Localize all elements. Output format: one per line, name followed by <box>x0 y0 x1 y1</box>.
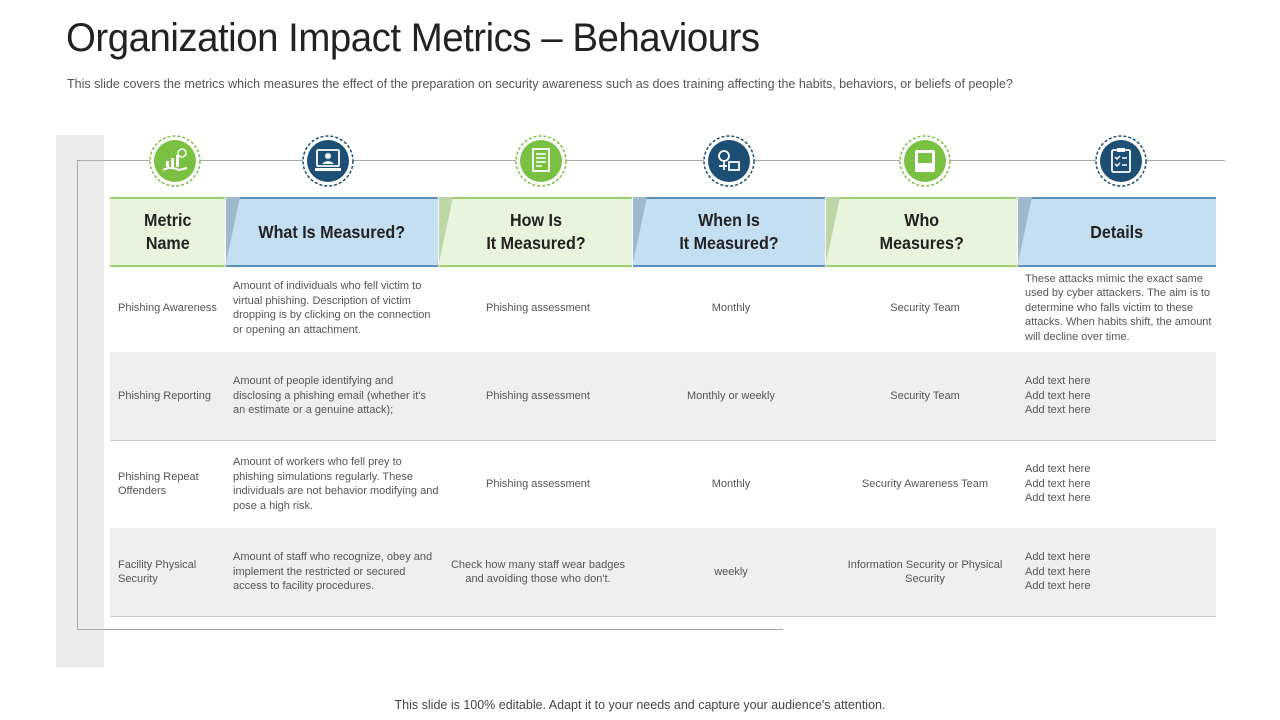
header-metric-name: Metric Name <box>110 197 225 267</box>
header-fold-accent <box>633 197 647 263</box>
process-chart-icon <box>703 135 755 187</box>
table-row: Phishing Reporting Amount of people iden… <box>110 352 1216 441</box>
cell-metric-name: Phishing Awareness <box>118 301 217 314</box>
header-fold-accent <box>226 197 240 263</box>
icon-connector-line <box>78 160 1225 161</box>
table-row: Phishing Awareness Amount of individuals… <box>110 264 1216 353</box>
header-details: Details <box>1018 197 1216 267</box>
cell-how-measured: Phishing assessment <box>486 477 590 490</box>
cell-when-measured: weekly <box>714 565 748 578</box>
book-icon <box>899 135 951 187</box>
table-row: Phishing Repeat Offenders Amount of work… <box>110 440 1216 529</box>
header-fold-accent <box>826 197 840 263</box>
cell-what-measured: Amount of individuals who fell victim to… <box>233 280 431 336</box>
cell-when-measured: Monthly <box>711 477 751 490</box>
frame-line-bottom <box>77 629 783 630</box>
page-subtitle: This slide covers the metrics which meas… <box>67 77 1013 91</box>
cell-details: Add text here Add text here Add text her… <box>1025 463 1091 505</box>
cell-metric-name: Phishing Reporting <box>118 389 211 402</box>
header-who-measures: Who Measures? <box>826 197 1017 267</box>
cell-how-measured: Phishing assessment <box>486 301 590 314</box>
header-fold-accent <box>439 197 453 263</box>
header-fold-accent <box>1018 197 1032 263</box>
cell-details: Add text here Add text here Add text her… <box>1025 375 1091 417</box>
header-what-is-measured: What Is Measured? <box>226 197 438 267</box>
cell-metric-name: Phishing Repeat Offenders <box>118 470 199 498</box>
cell-metric-name: Facility Physical Security <box>118 558 197 586</box>
decorative-side-bar <box>56 135 104 667</box>
cell-who-measures: Information Security or Physical Securit… <box>847 558 1003 586</box>
cell-who-measures: Security Team <box>890 389 960 402</box>
cell-details: Add text here Add text here Add text her… <box>1025 551 1091 593</box>
header-when-is-measured: When Is It Measured? <box>633 197 825 267</box>
clipboard-checklist-icon <box>1095 135 1147 187</box>
cell-who-measures: Security Team <box>890 301 960 314</box>
cell-what-measured: Amount of people identifying and disclos… <box>233 375 426 417</box>
cell-when-measured: Monthly <box>711 301 751 314</box>
page-title: Organization Impact Metrics – Behaviours <box>66 16 760 60</box>
document-icon <box>515 135 567 187</box>
cell-what-measured: Amount of staff who recognize, obey and … <box>233 551 433 593</box>
cell-what-measured: Amount of workers who fell prey to phish… <box>233 456 439 512</box>
cell-when-measured: Monthly or weekly <box>686 389 776 402</box>
cell-who-measures: Security Awareness Team <box>861 477 989 490</box>
money-hand-icon <box>149 135 201 187</box>
cell-details: These attacks mimic the exact same used … <box>1025 272 1212 343</box>
frame-line-left <box>77 160 78 630</box>
computer-user-icon <box>302 135 354 187</box>
footer-note: This slide is 100% editable. Adapt it to… <box>394 698 886 712</box>
table-row: Facility Physical Security Amount of sta… <box>110 528 1216 617</box>
cell-how-measured: Phishing assessment <box>486 389 590 402</box>
header-how-is-measured: How Is It Measured? <box>439 197 632 267</box>
cell-how-measured: Check how many staff wear badges and avo… <box>450 558 626 586</box>
